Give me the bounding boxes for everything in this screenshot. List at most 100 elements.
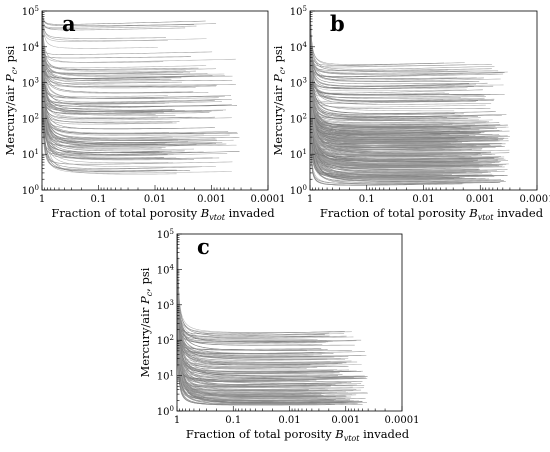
capillary-curve (42, 11, 232, 103)
x-tick-label: 0.0001 (520, 194, 550, 205)
x-tick-label: 0.001 (466, 194, 495, 205)
capillary-curve (42, 11, 232, 99)
capillary-curve (42, 11, 174, 156)
capillary-curve (310, 11, 480, 170)
y-tick-label: 105 (22, 5, 39, 18)
capillary-curve (177, 234, 352, 333)
capillary-curve (310, 11, 492, 105)
capillary-curve (42, 11, 166, 149)
curve-group (310, 11, 510, 186)
capillary-curve (310, 11, 490, 181)
capillary-curve (177, 234, 367, 357)
capillary-curve (310, 11, 481, 120)
capillary-curve (310, 11, 499, 72)
capillary-curve (177, 234, 325, 336)
capillary-curve (177, 234, 364, 390)
chart-panel-c: 1 0.1 0.01 0.001 0.0001 100 101 102 103 104 105 Fra… (138, 228, 420, 443)
capillary-curve (177, 234, 312, 394)
capillary-curve (42, 11, 215, 104)
capillary-curve (42, 11, 165, 105)
y-tick-label: 102 (22, 112, 39, 125)
capillary-curve (42, 11, 172, 80)
capillary-curve (310, 11, 476, 127)
y-tick-label: 100 (290, 184, 307, 197)
capillary-curve (42, 11, 186, 72)
capillary-curve (310, 11, 465, 185)
capillary-curve (310, 11, 486, 108)
capillary-curve (42, 11, 199, 70)
x-tick-label: 0.001 (331, 415, 360, 426)
capillary-curve (42, 11, 166, 39)
capillary-curve (177, 234, 318, 399)
capillary-curve (177, 234, 325, 372)
capillary-curve (310, 11, 501, 129)
capillary-curve (310, 11, 496, 156)
capillary-curve (177, 234, 328, 365)
capillary-curve (42, 11, 207, 69)
y-tick-label: 104 (290, 41, 308, 54)
capillary-curve (310, 11, 474, 89)
capillary-curve (310, 11, 483, 94)
capillary-curve (310, 11, 508, 178)
y-tick-label: 103 (157, 299, 174, 312)
capillary-curve (42, 11, 182, 79)
x-tick-label: 0.1 (359, 194, 375, 205)
x-tick-label: 0.0001 (385, 415, 420, 426)
x-tick-label: 0.01 (412, 194, 434, 205)
capillary-curve (310, 11, 450, 133)
capillary-curve (310, 11, 477, 103)
capillary-curve (310, 11, 493, 124)
chart-panel-a: 1 0.1 0.01 0.001 0.0001 100 101 102 103 104 105 Fra… (3, 5, 286, 222)
capillary-curve (310, 11, 442, 136)
y-axis-title: Mercury/air Pc, psi (138, 267, 154, 377)
capillary-curve (42, 11, 217, 88)
y-tick-label: 101 (157, 370, 174, 383)
x-tick-label: 1 (174, 415, 180, 426)
capillary-curve (42, 11, 233, 82)
capillary-curve (42, 11, 182, 84)
x-tick-label: 0.1 (225, 415, 241, 426)
capillary-curve (310, 11, 468, 74)
capillary-curve (42, 11, 209, 94)
capillary-curve (310, 11, 503, 149)
capillary-curve (177, 234, 343, 376)
capillary-curve (310, 11, 503, 144)
y-tick-label: 103 (22, 77, 39, 90)
capillary-curve (310, 11, 473, 155)
capillary-curve (42, 11, 184, 74)
capillary-curve (310, 11, 466, 167)
capillary-curve (177, 234, 318, 341)
capillary-curve (310, 11, 456, 135)
capillary-curve (310, 11, 504, 182)
capillary-curve (310, 11, 508, 75)
capillary-curve (177, 234, 355, 346)
capillary-curve (177, 234, 314, 354)
x-axis-title: Fraction of total porosity Bvtot invaded (320, 206, 544, 222)
capillary-curve (42, 11, 165, 159)
capillary-curve (310, 11, 470, 143)
capillary-curve (177, 234, 324, 397)
y-axis-title: Mercury/air Pc, psi (3, 45, 19, 155)
capillary-curve (310, 11, 450, 135)
y-tick-label: 105 (290, 5, 307, 18)
capillary-curve (310, 11, 448, 73)
curve-group (42, 11, 240, 175)
capillary-curve (177, 234, 342, 386)
capillary-curve (42, 11, 187, 161)
y-tick-label: 103 (290, 77, 307, 90)
capillary-curve (310, 11, 488, 87)
capillary-curve (310, 11, 496, 114)
capillary-curve (42, 11, 186, 31)
x-tick-label: 1 (307, 194, 313, 205)
capillary-curve (42, 11, 220, 159)
capillary-curve (177, 234, 328, 360)
capillary-curve (42, 11, 168, 41)
capillary-curve (310, 11, 508, 177)
capillary-curve (177, 234, 308, 392)
capillary-curve (42, 11, 197, 29)
capillary-curve (310, 11, 489, 175)
capillary-curve (42, 11, 236, 63)
x-tick-label: 0.001 (197, 194, 226, 205)
capillary-curve (177, 234, 332, 387)
